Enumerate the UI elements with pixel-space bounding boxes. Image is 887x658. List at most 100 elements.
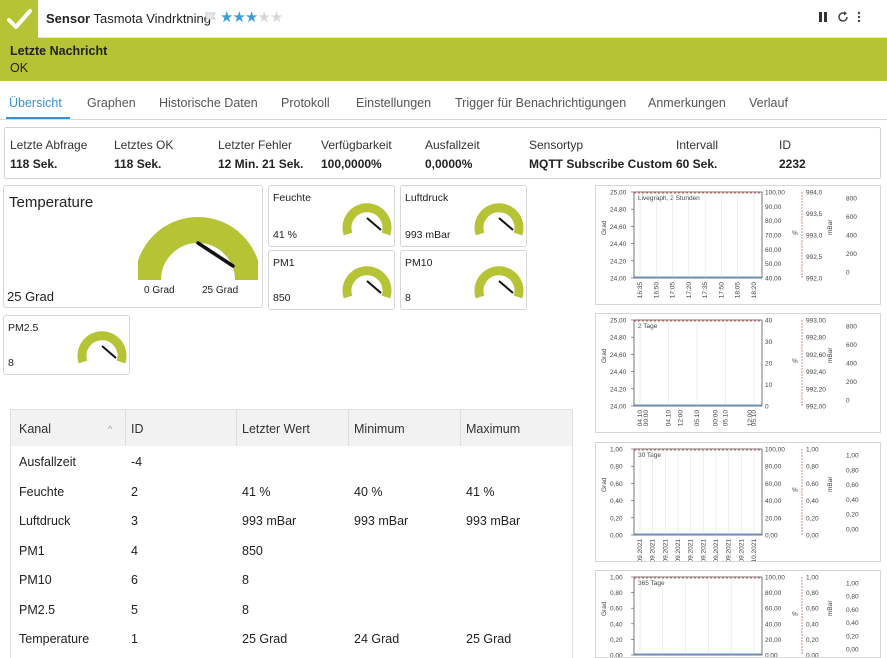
y-tick-label: 0,60 xyxy=(610,481,623,488)
y2-tick-label: 60,00 xyxy=(765,606,782,613)
info-availability: Verfügbarkeit 100,0000% xyxy=(321,138,392,171)
channel-table: Kanal ^ ID Letzter Wert Minimum Maximum … xyxy=(10,409,573,658)
tab-protokoll[interactable]: Protokoll xyxy=(281,96,330,110)
gauge-max-label: 25 Grad xyxy=(202,285,239,296)
table-row[interactable]: PM10 6 8 xyxy=(11,566,572,595)
pause-icon[interactable] xyxy=(818,10,828,26)
table-row[interactable]: PM2.5 5 8 xyxy=(11,596,572,625)
gauge-luftdruck[interactable]: Luftdruck 993 mBar xyxy=(400,185,527,247)
y2-tick-label: 30 xyxy=(765,339,773,346)
y-axis-label: Grad xyxy=(601,348,608,363)
y2-tick-label: 80,00 xyxy=(765,464,782,471)
y-tick-label: 24,40 xyxy=(610,241,627,248)
cell-last: 8 xyxy=(242,602,249,617)
tab-historische-daten[interactable]: Historische Daten xyxy=(159,96,258,110)
refresh-icon[interactable] xyxy=(836,10,850,27)
gauge-value: 850 xyxy=(273,292,291,304)
tab-uebersicht[interactable]: Übersicht xyxy=(9,96,62,110)
info-label: Verfügbarkeit xyxy=(321,138,392,152)
tab-trigger[interactable]: Trigger für Benachrichtigungen xyxy=(455,96,627,110)
minigraph-30days[interactable]: 1,00 0,80 0,60 0,40 0,20 0,00 100,00 80,00 60,00… xyxy=(595,442,881,562)
info-label: Ausfallzeit xyxy=(425,138,480,152)
y-tick-label: 0,00 xyxy=(610,533,623,540)
table-row[interactable]: Ausfallzeit -4 xyxy=(11,448,572,477)
y-tick-label: 24,80 xyxy=(610,207,627,214)
y3-tick-label: 993,00 xyxy=(806,318,826,325)
table-row[interactable]: PM1 4 850 xyxy=(11,537,572,566)
y4-tick-label: 0 xyxy=(846,398,850,405)
plot-area xyxy=(633,191,763,279)
tab-verlauf[interactable]: Verlauf xyxy=(749,96,788,110)
minigraph-2days[interactable]: 25,00 24,80 24,60 24,40 24,20 24,00 40 30 20 10 0 9… xyxy=(595,313,881,433)
info-label: Letztes OK xyxy=(114,138,174,152)
graph-title: 2 Tage xyxy=(638,323,658,330)
last-message-text: OK xyxy=(10,61,29,75)
tab-anmerkungen[interactable]: Anmerkungen xyxy=(648,96,726,110)
x-tick-label: 00:00 xyxy=(643,410,650,427)
table-row[interactable]: Feuchte 2 41 % 40 % 41 % xyxy=(11,478,572,507)
y3-tick-label: 992,00 xyxy=(806,404,826,411)
col-kanal[interactable]: Kanal xyxy=(19,422,51,436)
star-icon[interactable]: ★ xyxy=(232,9,245,26)
y-tick-label: 24,40 xyxy=(610,369,627,376)
gauge-value: 8 xyxy=(405,292,411,304)
col-minimum[interactable]: Minimum xyxy=(354,422,405,436)
table-row[interactable]: Luftdruck 3 993 mBar 993 mBar 993 mBar xyxy=(11,507,572,536)
sort-arrow-icon[interactable]: ^ xyxy=(108,424,113,434)
cell-id: 2 xyxy=(131,484,138,499)
col-id[interactable]: ID xyxy=(131,422,144,436)
cell-last: 41 % xyxy=(242,484,271,499)
star-icon[interactable]: ★ xyxy=(220,9,233,26)
minigraph-365days[interactable]: 1,00 0,80 0,60 0,40 0,20 0,00 100,00 80,00 60,00… xyxy=(595,570,881,658)
gauge-dial xyxy=(474,203,524,236)
minigraph-live[interactable]: 25,00 24,80 24,60 24,40 24,20 24,00 100,00 90,0… xyxy=(595,185,881,305)
table-row[interactable]: Temperature 1 25 Grad 24 Grad 25 Grad xyxy=(11,625,572,654)
y-tick-label: 0,20 xyxy=(610,637,623,644)
cell-last: 8 xyxy=(242,573,249,587)
flag-icon[interactable] xyxy=(205,12,216,27)
y-tick-label: 0,60 xyxy=(610,606,623,613)
gauge-feuchte[interactable]: Feuchte 41 % xyxy=(268,185,395,247)
more-vertical-icon[interactable] xyxy=(856,10,862,27)
priority-stars[interactable]: ★★★★★ xyxy=(220,8,283,26)
cell-kanal: PM1 xyxy=(19,543,45,558)
star-icon[interactable]: ★ xyxy=(244,9,258,26)
y2-tick-label: 0,00 xyxy=(765,533,778,540)
gauge-pm25[interactable]: PM2.5 8 xyxy=(3,315,130,375)
gauge-pm10[interactable]: PM10 8 xyxy=(400,250,527,310)
col-maximum[interactable]: Maximum xyxy=(466,422,521,436)
sensor-title: Sensor Tasmota Vindrktning xyxy=(46,11,211,26)
gauge-value: 993 mBar xyxy=(405,229,451,241)
x-tick-label: 04.10 xyxy=(637,410,644,427)
cell-max: 41 % xyxy=(466,484,495,499)
x-tick-label: 18:05 xyxy=(735,282,742,299)
y-tick-label: 24,20 xyxy=(610,386,627,393)
info-value: 12 Min. 21 Sek. xyxy=(218,157,304,171)
x-tick-label: 15.09.2021 xyxy=(675,539,682,562)
star-icon[interactable]: ★ xyxy=(257,9,270,26)
y3-tick-label: 0,00 xyxy=(806,653,819,658)
y2-tick-label: 0 xyxy=(765,404,769,411)
info-value: 2232 xyxy=(779,157,806,171)
gauge-title: Luftdruck xyxy=(405,192,449,204)
y-tick-label: 25,00 xyxy=(610,190,627,197)
cell-kanal: PM10 xyxy=(19,573,52,587)
x-tick-label: 17:35 xyxy=(702,282,709,299)
gauge-pm1[interactable]: PM1 850 xyxy=(268,250,395,310)
gauge-value: 8 xyxy=(8,357,14,369)
sensor-kind: Sensor xyxy=(46,11,91,26)
y4-tick-label: 400 xyxy=(846,233,857,240)
status-ok-icon xyxy=(0,0,38,38)
y-axis-label: Grad xyxy=(601,601,608,616)
star-icon[interactable]: ★ xyxy=(269,9,283,26)
y2-tick-label: 40,00 xyxy=(765,498,782,505)
col-letzter-wert[interactable]: Letzter Wert xyxy=(242,422,310,436)
tab-einstellungen[interactable]: Einstellungen xyxy=(356,96,432,110)
x-tick-label: 16:35 xyxy=(637,282,644,299)
y2-tick-label: 100,00 xyxy=(765,447,785,454)
gauge-temperature[interactable]: Temperature 25 Grad 0 Grad 25 Grad xyxy=(3,185,263,308)
y3-tick-label: 992,5 xyxy=(806,254,823,261)
cell-id: 6 xyxy=(131,573,138,587)
tab-graphen[interactable]: Graphen xyxy=(87,96,136,110)
x-tick-label: 27.09.2021 xyxy=(726,539,733,562)
